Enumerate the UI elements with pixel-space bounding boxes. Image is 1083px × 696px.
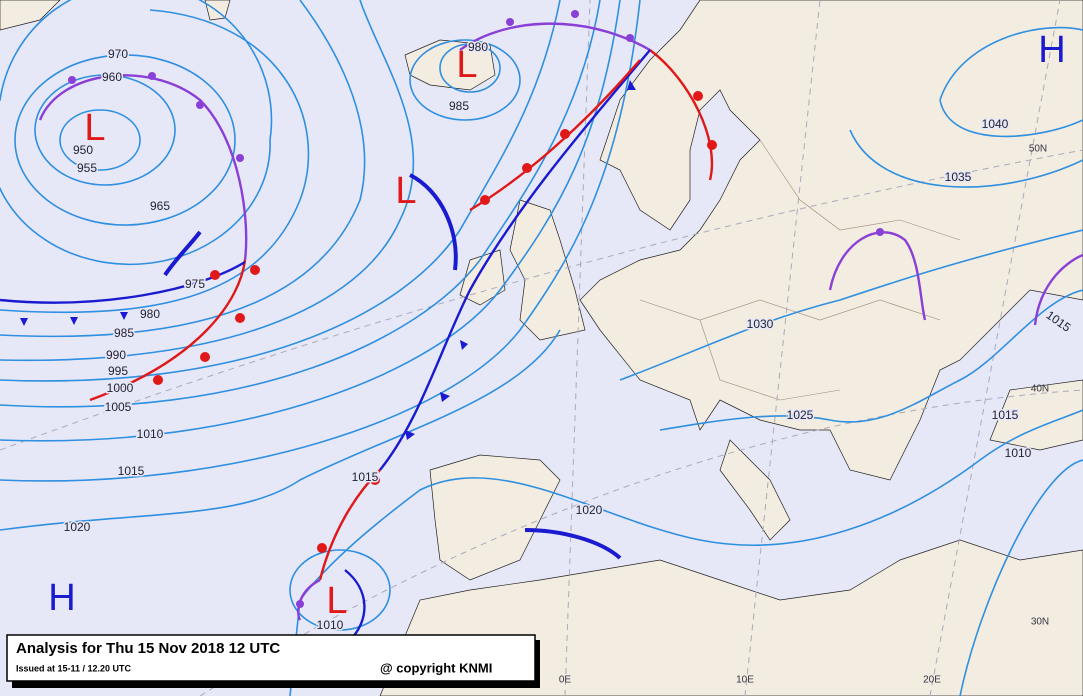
isobar-label: 1015 [118,464,145,478]
isobar-label: 980 [468,40,488,54]
isobar-label: 1015 [352,470,379,484]
pressure-center: L [456,44,477,86]
isobar-label: 970 [108,47,128,61]
isobar-label: 950 [73,143,93,157]
isobar-label: 955 [77,161,97,175]
fronts [0,10,1083,641]
grid-label: 10E [736,675,754,686]
grid-label: 50N [1029,144,1047,155]
isobar-label: 1040 [982,117,1009,131]
isobar-label: 1010 [317,618,344,632]
issued: Issued at 15-11 / 12.20 UTC [16,663,132,673]
isobar-label: 965 [150,199,170,213]
isobar-label: 1020 [64,520,91,534]
grid-label: 20E [923,675,941,686]
isobar-label: 960 [102,70,122,84]
isobar-label: 1035 [945,170,972,184]
isobar-label: 1005 [105,400,132,414]
borders [639,139,961,401]
pressure-center: L [395,170,416,212]
isobar-label: 1010 [1005,446,1032,460]
isobar-label: 1030 [747,317,774,331]
grid-label: 0E [559,675,572,686]
grid-label: 40N [1031,384,1049,395]
isobar-label: 1015 [992,408,1019,422]
pressure-center: L [84,107,105,149]
title-box: Analysis for Thu 15 Nov 2018 12 UTC Issu… [6,634,540,688]
isobar-label: 1000 [107,381,134,395]
isobar-label: 980 [140,307,160,321]
pressure-center: H [1038,29,1065,71]
isobar-label: 985 [449,99,469,113]
title: Analysis for Thu 15 Nov 2018 12 UTC [16,640,280,657]
isobar-label: 975 [185,277,205,291]
pressure-center: L [326,580,347,622]
grid-label: 30N [1031,617,1049,628]
isobar-label: 995 [108,364,128,378]
isobar-label: 1010 [137,427,164,441]
isobar-label: 1020 [576,503,603,517]
isobar-label: 1025 [787,408,814,422]
isobar-label: 990 [106,348,126,362]
isobar-label: 985 [114,326,134,340]
pressure-center: H [48,577,75,619]
copyright: @ copyright KNMI [380,660,492,675]
